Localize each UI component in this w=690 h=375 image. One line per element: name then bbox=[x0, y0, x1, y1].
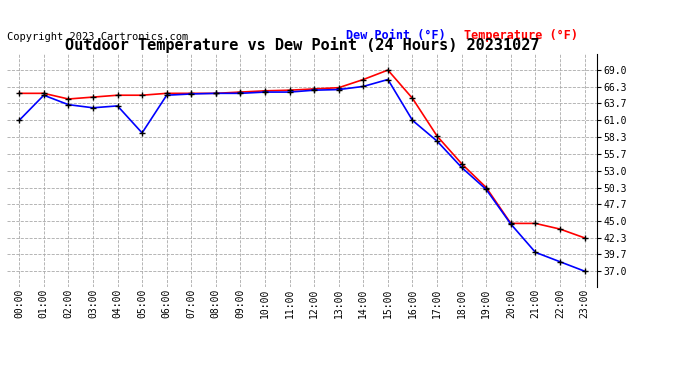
Title: Outdoor Temperature vs Dew Point (24 Hours) 20231027: Outdoor Temperature vs Dew Point (24 Hou… bbox=[65, 37, 539, 53]
Text: Dew Point (°F): Dew Point (°F) bbox=[346, 28, 446, 42]
Text: Temperature (°F): Temperature (°F) bbox=[464, 28, 578, 42]
Text: Copyright 2023 Cartronics.com: Copyright 2023 Cartronics.com bbox=[7, 32, 188, 42]
